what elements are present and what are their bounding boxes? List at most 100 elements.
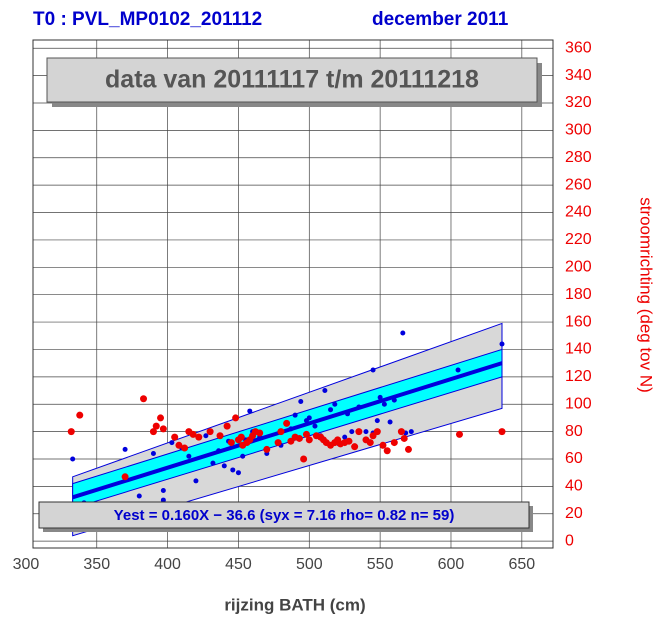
point xyxy=(332,401,338,407)
point xyxy=(455,430,463,438)
point xyxy=(363,429,369,435)
x-tick-label: 500 xyxy=(296,556,323,573)
point xyxy=(345,411,351,417)
point xyxy=(160,487,166,493)
point xyxy=(298,398,304,404)
point xyxy=(237,433,245,441)
x-tick-label: 300 xyxy=(13,556,40,573)
point xyxy=(274,439,282,447)
point xyxy=(169,440,175,446)
point xyxy=(227,439,235,447)
point xyxy=(397,428,405,436)
point xyxy=(288,426,294,432)
y-tick-label: 340 xyxy=(565,67,592,84)
point xyxy=(306,415,312,421)
point xyxy=(175,441,183,449)
point xyxy=(195,433,203,441)
point xyxy=(391,397,397,403)
y-tick-label: 120 xyxy=(565,368,592,385)
point xyxy=(387,419,393,425)
y-tick-label: 100 xyxy=(565,395,592,412)
point xyxy=(283,419,291,427)
point xyxy=(160,497,166,503)
point xyxy=(349,429,355,435)
point xyxy=(76,411,84,419)
point xyxy=(499,341,505,347)
point xyxy=(223,422,231,430)
point xyxy=(122,446,128,452)
point xyxy=(221,463,227,469)
point xyxy=(150,451,156,457)
point xyxy=(235,470,241,476)
point xyxy=(322,388,328,394)
chart-title: T0 : PVL_MP0102_201112 xyxy=(33,9,262,30)
point xyxy=(136,493,142,499)
y-tick-label: 140 xyxy=(565,341,592,358)
point xyxy=(206,428,214,436)
point xyxy=(171,433,179,441)
point xyxy=(408,429,414,435)
y-tick-label: 20 xyxy=(565,505,583,522)
y-tick-label: 280 xyxy=(565,149,592,166)
point xyxy=(203,433,209,439)
y-tick-label: 200 xyxy=(565,259,592,276)
equation-box xyxy=(38,501,530,529)
point xyxy=(140,395,148,403)
x-tick-label: 550 xyxy=(367,556,394,573)
annotation: data van 20111117 t/m 20111218 xyxy=(105,66,479,94)
point xyxy=(305,436,313,444)
point xyxy=(210,460,216,466)
point xyxy=(400,330,406,336)
point xyxy=(351,443,359,451)
point xyxy=(498,428,506,436)
point xyxy=(193,478,199,484)
plot-frame xyxy=(32,39,554,549)
point xyxy=(240,453,246,459)
point xyxy=(342,434,348,440)
point xyxy=(302,430,310,438)
point xyxy=(379,441,387,449)
point xyxy=(70,456,76,462)
point xyxy=(152,422,160,430)
y-tick-label: 260 xyxy=(565,176,592,193)
chart-subtitle: december 2011 xyxy=(372,9,509,30)
x-tick-label: 650 xyxy=(508,556,535,573)
point xyxy=(356,404,362,410)
fit-line xyxy=(72,361,503,500)
point xyxy=(247,408,253,414)
point xyxy=(377,394,383,400)
point xyxy=(383,447,391,455)
point xyxy=(381,401,387,407)
point xyxy=(67,428,75,436)
point xyxy=(189,430,197,438)
point xyxy=(345,437,353,445)
point xyxy=(400,434,408,442)
point xyxy=(263,445,271,453)
point xyxy=(230,467,236,473)
point xyxy=(292,412,298,418)
point xyxy=(216,432,224,440)
point xyxy=(181,444,189,452)
equation: Yest = 0.160X − 36.6 (syx = 7.16 rho= 0.… xyxy=(114,507,455,524)
y-tick-label: 220 xyxy=(565,231,592,248)
y-tick-label: 300 xyxy=(565,122,592,139)
y-tick-label: 240 xyxy=(565,204,592,221)
point xyxy=(277,428,285,436)
point xyxy=(295,434,303,442)
point xyxy=(216,448,222,454)
annotation-box xyxy=(46,57,538,103)
x-tick-label: 350 xyxy=(83,556,110,573)
y-tick-label: 80 xyxy=(565,423,583,440)
point xyxy=(373,428,381,436)
x-tick-label: 600 xyxy=(438,556,465,573)
point xyxy=(300,455,308,463)
point xyxy=(312,423,318,429)
point xyxy=(186,453,192,459)
point xyxy=(374,418,380,424)
point xyxy=(256,429,264,437)
point xyxy=(455,367,461,373)
y-tick-label: 160 xyxy=(565,313,592,330)
y-tick-label: 0 xyxy=(565,532,574,549)
y-axis-label: stroomrichting (deg tov N) xyxy=(637,197,656,393)
